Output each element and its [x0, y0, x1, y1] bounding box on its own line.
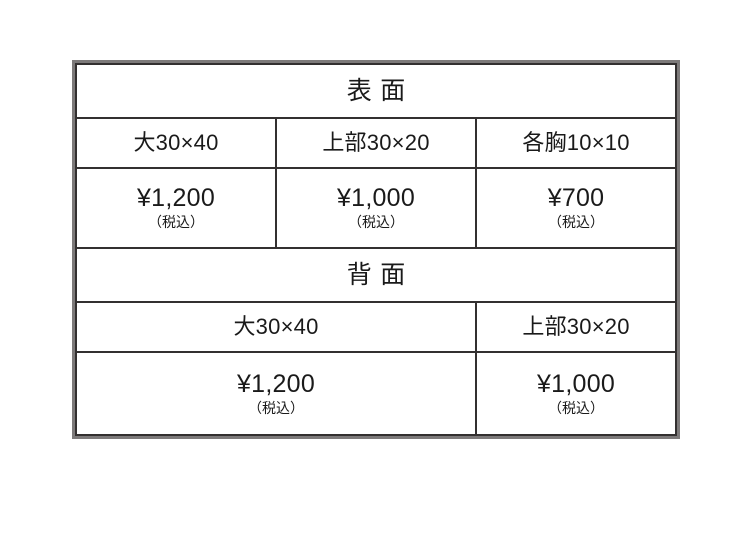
price-cell-front-2: ¥700 （税込）	[474, 167, 678, 249]
column-header-row-back: 大30×40 上部30×20	[75, 301, 678, 353]
section-banner-cell-front: 表面	[74, 63, 678, 119]
column-label-back-0: 大30×40	[233, 314, 319, 339]
column-label-back-1: 上部30×20	[522, 314, 630, 339]
section-banner-cell-back: 背面	[74, 247, 678, 303]
price-cell-front-1: ¥1,000 （税込）	[275, 167, 477, 249]
price-cell-back-0: ¥1,200 （税込）	[75, 351, 477, 436]
price-amount-front-1: ¥1,000	[337, 184, 415, 213]
price-cell-back-1: ¥1,000 （税込）	[474, 351, 678, 436]
column-header-front-0: 大30×40	[75, 117, 277, 169]
price-amount-back-1: ¥1,000	[537, 369, 615, 398]
column-label-front-2: 各胸10×10	[522, 130, 630, 155]
tax-note-front-2: （税込）	[548, 214, 605, 231]
pricing-table: 表面 大30×40 上部30×20 各胸10×10 ¥1,200 （税込）	[71, 60, 681, 439]
price-amount-front-0: ¥1,200	[137, 184, 215, 213]
section-banner-front: 表面	[74, 63, 678, 119]
section-title-back: 背面	[346, 260, 414, 289]
price-cell-front-0: ¥1,200 （税込）	[75, 167, 277, 249]
section-banner-back: 背面	[74, 247, 678, 303]
column-header-front-1: 上部30×20	[275, 117, 477, 169]
price-row-front: ¥1,200 （税込） ¥1,000 （税込） ¥700 （税込）	[75, 167, 678, 249]
price-amount-front-2: ¥700	[547, 184, 605, 213]
column-header-front-2: 各胸10×10	[474, 117, 678, 169]
tax-note-back-1: （税込）	[548, 399, 605, 416]
tax-note-front-1: （税込）	[348, 214, 404, 231]
tax-note-back-0: （税込）	[248, 399, 304, 416]
column-label-front-0: 大30×40	[133, 130, 219, 155]
section-title-front: 表面	[346, 76, 414, 105]
column-header-back-1: 上部30×20	[474, 301, 678, 353]
column-header-row-front: 大30×40 上部30×20 各胸10×10	[75, 117, 678, 169]
column-label-front-1: 上部30×20	[322, 130, 430, 155]
tax-note-front-0: （税込）	[148, 214, 204, 231]
price-amount-back-0: ¥1,200	[237, 369, 315, 398]
price-row-back: ¥1,200 （税込） ¥1,000 （税込）	[75, 351, 678, 436]
column-header-back-0: 大30×40	[75, 301, 477, 353]
